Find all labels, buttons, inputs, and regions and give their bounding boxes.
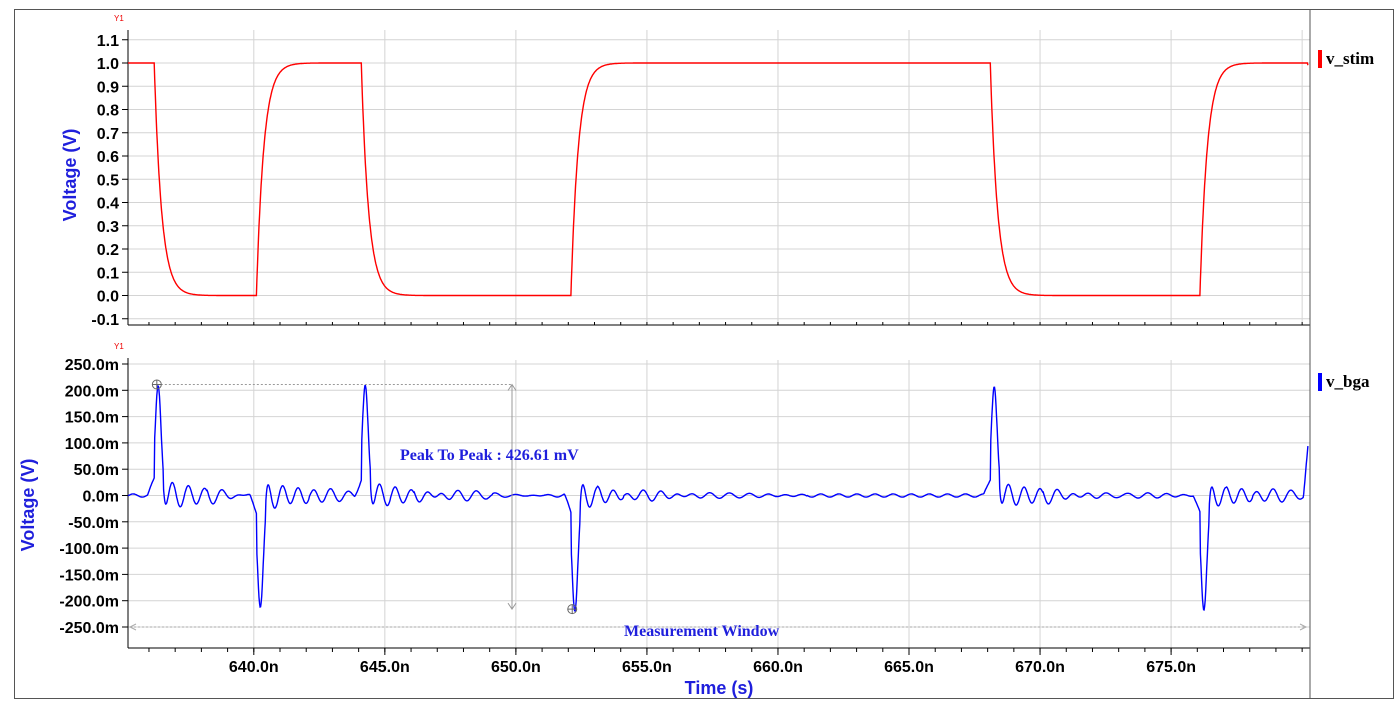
bottom-y-tick-label: -150.0m — [59, 567, 119, 584]
v-bga-trace — [127, 384, 1309, 612]
bottom-x-tick-label: 675.0n — [1146, 659, 1196, 676]
bottom-x-tick-label: 650.0n — [491, 659, 541, 676]
bottom-y-tick-label: 150.0m — [65, 410, 119, 427]
bottom-y-tick-label: -200.0m — [59, 594, 119, 611]
bottom-y-tick-label: -50.0m — [68, 515, 119, 532]
bottom-panel-tag: Y1 — [114, 342, 124, 351]
top-y-tick-label: 1.1 — [97, 33, 119, 50]
top-y-tick-label: 0.3 — [97, 219, 119, 236]
bottom-x-tick-label: 660.0n — [753, 659, 803, 676]
top-y-tick-label: 0.6 — [97, 149, 119, 166]
bottom-x-tick-label: 640.0n — [229, 659, 279, 676]
bottom-y-tick-label: 0.0m — [83, 489, 119, 506]
top-y-tick-label: 0.8 — [97, 103, 119, 120]
bracket-arrow-top — [507, 383, 517, 391]
top-y-tick-label: 0.5 — [97, 172, 119, 189]
top-panel-tag: Y1 — [114, 14, 124, 23]
top-y-axis-label: Voltage (V) — [60, 129, 80, 222]
bottom-y-tick-label: 250.0m — [65, 357, 119, 374]
bottom-x-tick-label: 655.0n — [622, 659, 672, 676]
x-axis-label: Time (s) — [685, 678, 754, 698]
bottom-x-tick-label: 645.0n — [360, 659, 410, 676]
top-y-tick-label: 0.1 — [97, 265, 119, 282]
v-stim-trace — [128, 62, 1309, 297]
top-y-tick-label: 0.0 — [97, 289, 119, 306]
bottom-y-axis-label: Voltage (V) — [18, 459, 38, 552]
bottom-x-tick-label: 670.0n — [1015, 659, 1065, 676]
bottom-y-tick-label: 50.0m — [74, 462, 119, 479]
top-y-tick-label: 0.2 — [97, 242, 119, 259]
bottom-x-tick-label: 665.0n — [884, 659, 934, 676]
bottom-y-tick-label: -250.0m — [59, 620, 119, 637]
window-arrow-right — [1299, 623, 1308, 631]
top-y-tick-label: 0.7 — [97, 126, 119, 143]
legend-swatch-v-stim — [1318, 50, 1322, 68]
legend-label-v-bga: v_bga — [1326, 372, 1370, 391]
window-arrow-left — [128, 623, 137, 631]
bottom-y-tick-label: 200.0m — [65, 383, 119, 400]
peak-to-peak-annotation: Peak To Peak : 426.61 mV — [400, 447, 579, 464]
bottom-y-tick-label: -100.0m — [59, 541, 119, 558]
measurement-window-annotation: Measurement Window — [624, 623, 780, 640]
top-y-tick-label: 1.0 — [97, 56, 119, 73]
plot-frame — [14, 9, 1394, 699]
bottom-y-tick-label: 100.0m — [65, 436, 119, 453]
top-y-tick-label: 0.4 — [97, 196, 119, 213]
top-y-tick-label: 0.9 — [97, 79, 119, 96]
legend-label-v-stim: v_stim — [1326, 49, 1374, 68]
bracket-arrow-bottom — [507, 602, 517, 611]
legend-swatch-v-bga — [1318, 373, 1322, 391]
top-y-tick-label: -0.1 — [91, 312, 119, 329]
